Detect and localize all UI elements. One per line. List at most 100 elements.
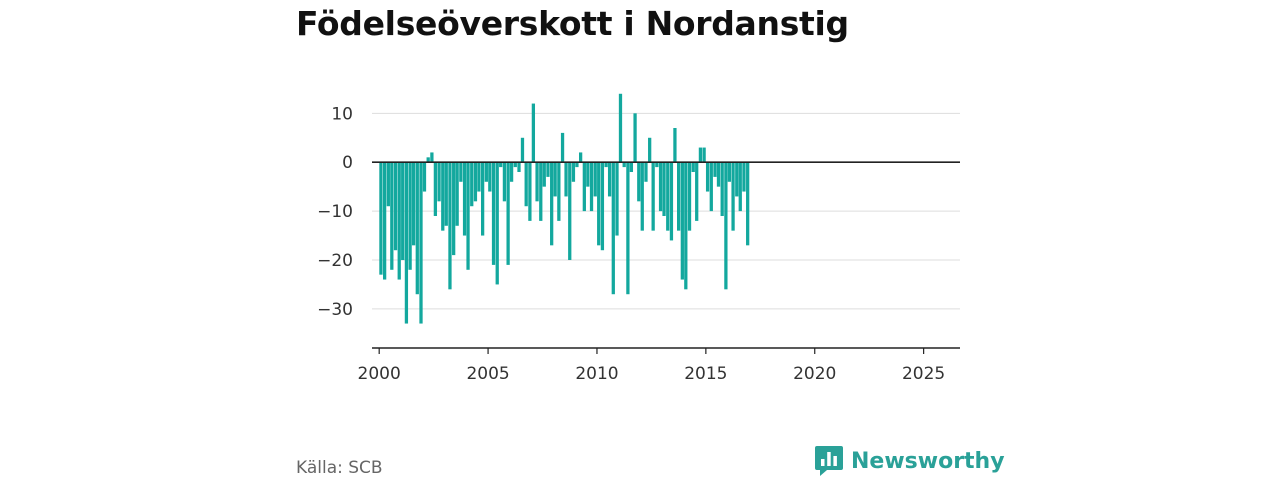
bar [622,162,626,168]
bar [411,162,416,246]
bar [575,162,579,168]
bar [491,162,496,265]
y-tick-label: 0 [342,153,353,173]
bar [459,162,463,182]
bar [637,162,641,202]
bar [390,162,394,270]
bar [542,162,546,187]
bar [509,162,514,182]
bar [720,162,724,216]
bar [528,162,532,221]
bar [408,162,412,270]
bar [495,162,499,285]
bar [629,162,634,172]
bar [716,162,721,187]
bar [604,162,608,168]
bar [702,147,706,163]
y-tick-label: −10 [317,202,353,222]
bar [582,162,586,212]
bar [655,162,659,168]
x-tick-label: 2025 [902,364,945,384]
bar [520,137,525,163]
bar [557,162,561,221]
bar [383,162,387,280]
bar [444,162,448,226]
bar [473,162,478,202]
bar [386,162,390,207]
y-tick-label: 10 [331,104,353,124]
bar [397,162,401,280]
bar [571,162,576,182]
bar [517,162,521,172]
brand-name: Newsworthy [851,448,1005,474]
bar [415,162,419,295]
bar [379,162,383,275]
bar [462,162,467,236]
bar [506,162,510,265]
y-tick-label: −30 [317,300,353,320]
bar [687,162,692,231]
y-tick-label: −20 [317,251,353,271]
bar [709,162,713,212]
bar-chart-icon [815,446,843,476]
bar [735,162,739,197]
bar [452,162,456,256]
bar [477,162,481,192]
bar [698,147,703,163]
bar [502,162,507,202]
bar [600,162,605,251]
bar [626,162,630,295]
bar [535,162,539,202]
bar [568,162,572,260]
bar [618,93,623,163]
bar [539,162,543,221]
bar [742,162,746,192]
bar [437,162,441,202]
bar [611,162,615,295]
bar [607,162,612,197]
bar [546,162,550,177]
bar [746,162,750,246]
bar [401,162,405,260]
chart-title: Födelseöverskott i Nordanstig [296,4,849,43]
bar [680,162,684,280]
x-tick-label: 2015 [684,364,727,384]
bar [481,162,485,236]
x-tick-label: 2020 [793,364,836,384]
bar [684,162,688,290]
bar [393,162,398,251]
bar [727,162,732,182]
bar [550,162,554,246]
bar [448,162,452,290]
bar [404,162,409,324]
bar [433,162,438,216]
bar [593,162,597,197]
bar [430,152,434,163]
bar [677,162,681,231]
bar [673,128,677,163]
x-tick-label: 2000 [358,364,401,384]
bar [553,162,557,197]
bar [466,162,470,270]
bar [724,162,728,290]
newsworthy-logo[interactable]: Newsworthy [815,446,1005,476]
bar [484,162,488,182]
bar [589,162,594,212]
bar [560,132,565,163]
bar [422,162,427,192]
bar [524,162,528,207]
bar [597,162,601,246]
bar [666,162,670,231]
bar [579,152,583,163]
bar [648,137,652,163]
source-note: Källa: SCB [296,458,383,478]
bar [640,162,644,231]
bar [662,162,666,216]
bar [531,103,536,163]
bar [651,162,655,231]
bar [731,162,735,231]
bar [691,162,695,172]
bar [470,162,474,207]
bar [695,162,699,221]
